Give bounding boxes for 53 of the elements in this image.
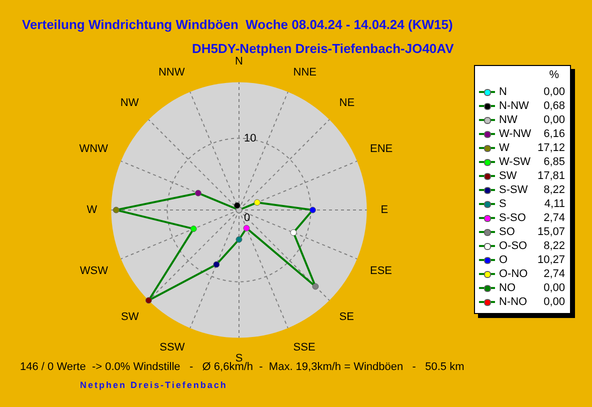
text: 8,22 <box>544 240 565 252</box>
spoke-label: SSE <box>293 342 316 354</box>
text: SW <box>499 170 517 182</box>
text: 0,00 <box>544 86 565 98</box>
text: W-NW <box>499 128 532 140</box>
text: 6,85 <box>544 156 565 168</box>
text: NO <box>499 282 516 294</box>
text: SO <box>499 226 515 238</box>
spoke-label: NW <box>120 97 140 110</box>
text: N-NW <box>499 100 529 112</box>
spoke-label: NNE <box>293 66 316 78</box>
y-tick-label: 0 <box>244 212 250 224</box>
text: 0,68 <box>544 100 565 112</box>
text: S <box>499 198 506 210</box>
text: 17,12 <box>537 142 565 154</box>
text: O-SO <box>499 240 528 252</box>
text: N-NO <box>499 296 528 308</box>
spoke-label: SSW <box>160 342 186 354</box>
spoke-label: WSW <box>80 264 109 277</box>
text: 10,27 <box>537 254 565 266</box>
spoke-label: SW <box>121 310 140 323</box>
legend-title: % <box>548 69 560 83</box>
text: S-SO <box>499 212 526 224</box>
text: NW <box>499 114 518 126</box>
text: 2,74 <box>544 212 565 224</box>
spoke-label: N <box>235 56 244 68</box>
text: W <box>499 142 510 154</box>
spoke-label: E <box>380 204 388 216</box>
spoke-label: SE <box>339 310 354 323</box>
text: 6,16 <box>544 128 565 140</box>
spoke-label: NNW <box>158 66 186 78</box>
spoke-label: NE <box>339 97 355 110</box>
text: 0,00 <box>544 282 565 294</box>
text: 0,00 <box>544 296 565 308</box>
text: N <box>499 86 507 98</box>
text: 2,74 <box>544 268 565 280</box>
text: 17,81 <box>537 170 565 182</box>
text: O <box>499 254 508 266</box>
spoke-label: W <box>86 204 98 216</box>
chart-title: Verteilung Windrichtung Windböen Woche 08.04.24 - 14.04.24 (KW15) <box>22 17 453 32</box>
chart-subtitle: DH5DY-Netphen Dreis-Tiefenbach-JO40AV <box>192 41 454 56</box>
text: W-SW <box>499 156 531 168</box>
spoke-label: ENE <box>370 143 393 156</box>
text: O-NO <box>499 268 528 280</box>
text: 8,22 <box>544 184 565 196</box>
spoke-label: ESE <box>370 264 392 277</box>
spoke-label: WNW <box>79 143 109 156</box>
text: S-SW <box>499 184 528 196</box>
text: 0,00 <box>544 114 565 126</box>
text: 15,07 <box>537 226 565 238</box>
y-tick-label: 10 <box>244 132 256 144</box>
text: Netphen Dreis-Tiefenbach <box>80 380 228 390</box>
text: 4,11 <box>544 198 565 210</box>
